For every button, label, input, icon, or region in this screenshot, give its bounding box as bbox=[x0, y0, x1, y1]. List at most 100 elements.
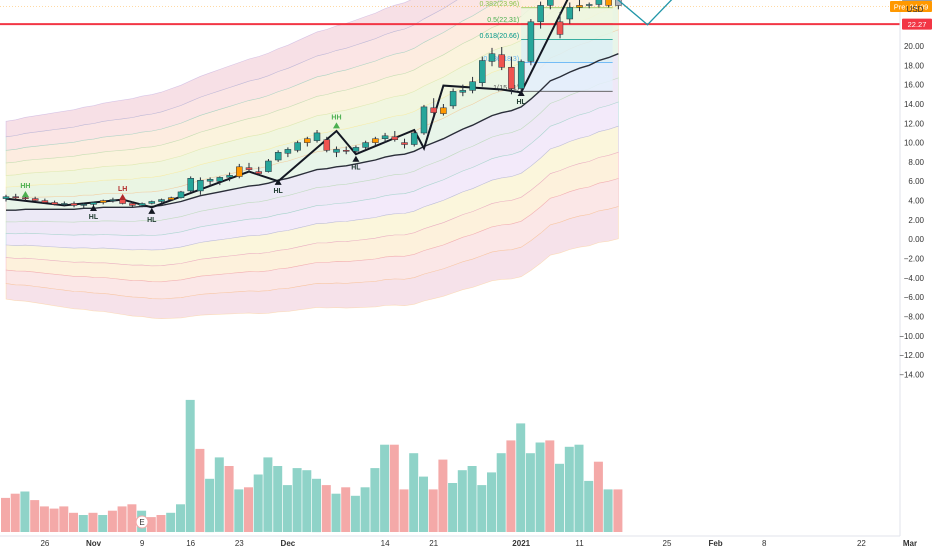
candle-body bbox=[469, 81, 476, 91]
volume-bar bbox=[448, 483, 458, 532]
volume-bar bbox=[117, 506, 127, 532]
candle-body bbox=[138, 203, 146, 206]
volume-bar bbox=[49, 508, 59, 532]
candle-body bbox=[294, 142, 301, 151]
time-tick-label: 11 bbox=[575, 539, 584, 548]
price-tick-label: 16.00 bbox=[904, 81, 925, 90]
volume-bar bbox=[389, 444, 399, 532]
volume-bar bbox=[127, 504, 137, 532]
earnings-badge-label: E bbox=[139, 518, 144, 527]
time-tick-label: 2021 bbox=[512, 539, 530, 548]
volume-bar bbox=[176, 504, 185, 532]
candle-body bbox=[459, 90, 467, 93]
pivot-triangle bbox=[119, 193, 127, 200]
volume-bar bbox=[574, 444, 584, 532]
volume-bar bbox=[438, 459, 448, 532]
volume-bar bbox=[399, 489, 409, 532]
volume-bar bbox=[69, 512, 78, 532]
volume-bar bbox=[78, 515, 88, 532]
volume-bar bbox=[292, 468, 302, 532]
pivot-triangle bbox=[352, 155, 360, 162]
projection-path bbox=[617, 0, 673, 26]
volume-bar bbox=[321, 485, 331, 532]
candle-body bbox=[158, 199, 165, 202]
volume-bar bbox=[545, 440, 555, 532]
price-tag-bg bbox=[902, 18, 932, 30]
upper-band-7 bbox=[5, 0, 458, 138]
candle-body bbox=[2, 196, 10, 199]
time-tick-label: 16 bbox=[186, 539, 195, 548]
candle-body bbox=[61, 203, 68, 205]
price-tick-label: 10.00 bbox=[904, 139, 925, 148]
time-tick-label: Nov bbox=[86, 539, 102, 548]
candle-body bbox=[167, 197, 175, 200]
pivot-label: LH bbox=[118, 186, 127, 193]
price-tick-label: −10.00 bbox=[899, 332, 924, 341]
volume-bar bbox=[282, 485, 292, 532]
volume-bar bbox=[214, 457, 224, 532]
candle-body bbox=[517, 61, 525, 89]
pivot-label: HL bbox=[351, 165, 361, 172]
volume-bar bbox=[59, 506, 69, 532]
time-tick-label: Feb bbox=[708, 539, 722, 548]
currency-label: USD bbox=[907, 5, 924, 14]
candle-body bbox=[527, 21, 535, 62]
price-tick-label: 8.00 bbox=[908, 158, 924, 167]
price-tick-label: −2.00 bbox=[904, 255, 925, 264]
candle-body bbox=[304, 138, 311, 143]
fib-level-label: 0.5(22.31) bbox=[487, 17, 519, 24]
price-tick-label: 6.00 bbox=[908, 177, 924, 186]
pivot-label: HH bbox=[20, 183, 30, 190]
candle-body bbox=[323, 139, 331, 151]
volume-bar bbox=[457, 470, 467, 532]
candle-body bbox=[265, 160, 272, 172]
volume-bar bbox=[312, 478, 321, 533]
candle-body bbox=[508, 67, 515, 89]
candle-body bbox=[333, 149, 340, 153]
candle-body bbox=[352, 147, 360, 152]
volume-bar bbox=[195, 448, 205, 532]
candle-body bbox=[576, 5, 583, 8]
candle-body bbox=[109, 199, 117, 201]
candle-body bbox=[498, 54, 505, 68]
price-tick-label: −6.00 bbox=[904, 293, 925, 302]
candle-body bbox=[245, 167, 253, 170]
price-tick-label: 18.00 bbox=[904, 61, 925, 70]
candle-body bbox=[177, 191, 185, 198]
candle-body bbox=[381, 135, 389, 139]
price-tick-label: −4.00 bbox=[904, 274, 925, 283]
candle-body bbox=[440, 107, 447, 114]
volume-bar bbox=[419, 476, 428, 532]
volume-bar bbox=[613, 489, 623, 532]
candle-body bbox=[255, 171, 262, 174]
volume-bar bbox=[224, 466, 234, 532]
volume-bar bbox=[370, 468, 380, 532]
volume-bar bbox=[244, 487, 253, 532]
pivot-label: HL bbox=[516, 99, 526, 106]
volume-bar bbox=[506, 440, 516, 532]
price-tag-label: 22.27 bbox=[908, 20, 927, 29]
fib-level-label: 0.382(23.96) bbox=[479, 1, 519, 8]
time-tick-label: Mar bbox=[903, 539, 917, 548]
fib-zone-5 bbox=[521, 39, 613, 63]
volume-bar bbox=[603, 489, 613, 532]
time-tick-label: 23 bbox=[235, 539, 244, 548]
price-tick-label: 12.00 bbox=[904, 119, 925, 128]
candle-body bbox=[479, 60, 486, 83]
earnings-badge-circle bbox=[135, 515, 149, 529]
time-tick-label: 25 bbox=[663, 539, 672, 548]
candle-body bbox=[547, 0, 554, 6]
earnings-badge[interactable]: E bbox=[135, 515, 149, 529]
volume-bar bbox=[156, 515, 166, 532]
price-tick-label: 0.00 bbox=[908, 235, 924, 244]
volume-bar bbox=[331, 493, 341, 532]
candle-body bbox=[41, 200, 49, 203]
projection-line bbox=[617, 0, 673, 26]
lower-band-7 bbox=[5, 206, 619, 320]
candle-body bbox=[420, 106, 428, 134]
candle-body bbox=[372, 138, 379, 143]
candle-body bbox=[605, 0, 612, 6]
pivot-triangle bbox=[274, 178, 282, 185]
time-tick-label: 21 bbox=[429, 539, 438, 548]
